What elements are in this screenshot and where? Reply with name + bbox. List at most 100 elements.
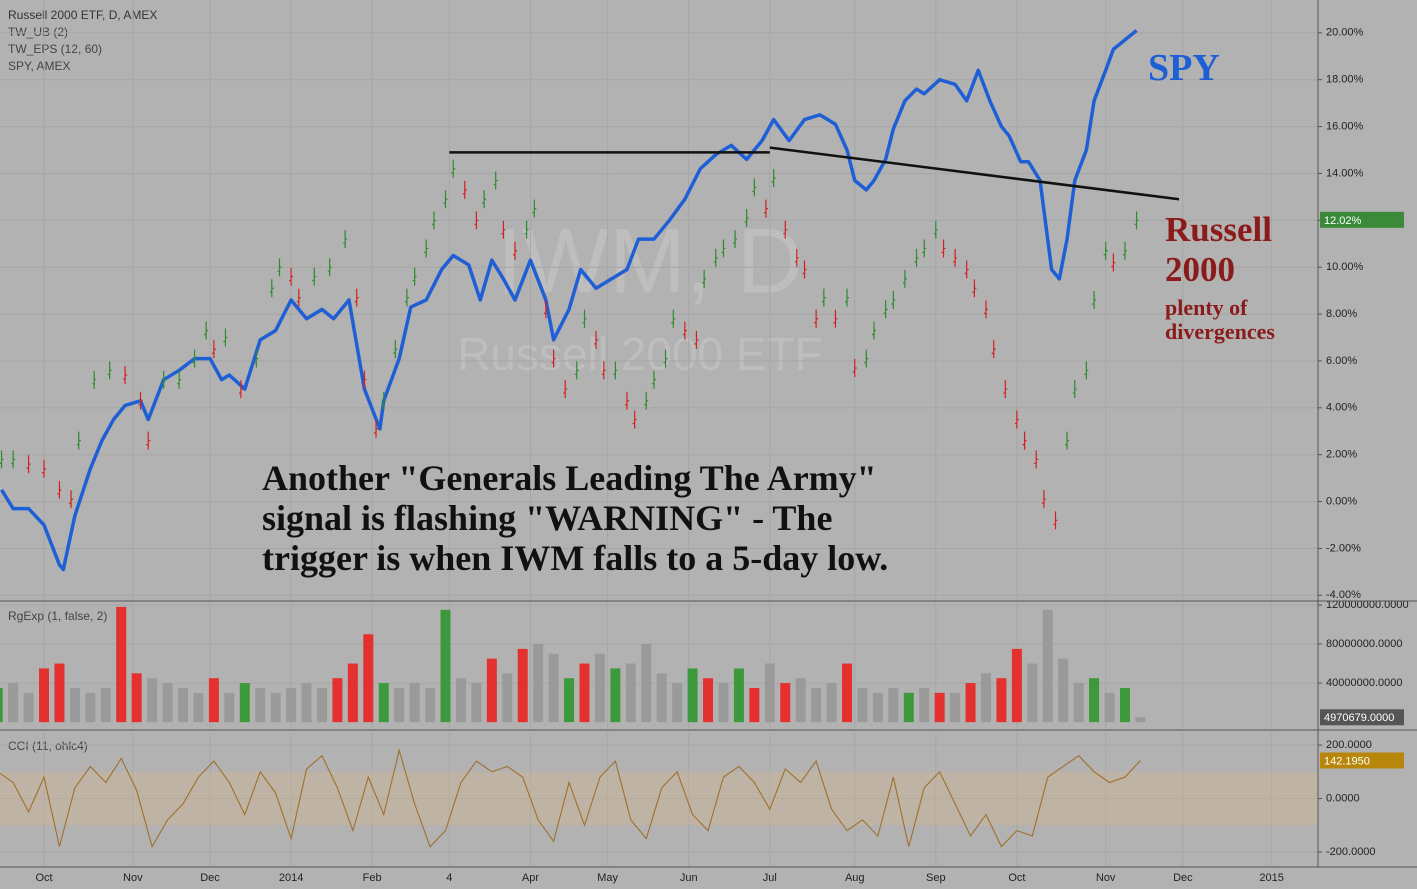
ohlc-bar <box>374 419 379 438</box>
volume-bar <box>378 683 389 723</box>
ohlc-bar <box>1122 241 1127 260</box>
indicator-label: SPY, AMEX <box>8 59 70 73</box>
x-tick-label: Sep <box>926 872 946 884</box>
y-tick-label: 80000000.0000 <box>1326 638 1402 650</box>
ohlc-bar <box>644 391 649 410</box>
ohlc-bar <box>1103 241 1108 260</box>
x-tick-label: 2015 <box>1259 872 1283 884</box>
volume-bar <box>455 678 466 723</box>
ohlc-bar <box>138 391 143 410</box>
volume-bar <box>162 683 173 723</box>
ohlc-bar <box>1134 211 1139 230</box>
ohlc-bar <box>1084 361 1089 380</box>
y-tick-label: 10.00% <box>1326 261 1364 273</box>
volume-bar <box>394 687 405 723</box>
ohlc-bar <box>551 349 556 368</box>
ohlc-bar <box>713 248 718 267</box>
ohlc-bar <box>312 267 317 286</box>
y-tick-label: 4.00% <box>1326 402 1357 414</box>
ohlc-bar <box>69 490 74 509</box>
annotation: plenty of divergences <box>1165 295 1275 344</box>
volume-bar <box>54 663 65 723</box>
ohlc-bar <box>296 288 301 307</box>
last-value-box <box>1320 709 1404 726</box>
ohlc-bar <box>702 269 707 288</box>
volume-bar <box>610 668 621 723</box>
ohlc-bar <box>783 220 788 239</box>
ohlc-bar <box>1014 410 1019 429</box>
volume-bar <box>903 692 914 723</box>
x-tick-label: Feb <box>363 872 382 884</box>
ohlc-bar <box>922 239 927 258</box>
volume-bar <box>996 678 1007 723</box>
ohlc-bar <box>532 199 537 218</box>
ohlc-bar <box>501 220 506 239</box>
x-tick-label: Dec <box>1173 872 1193 884</box>
volume-bar <box>502 673 513 723</box>
volume-bar <box>486 658 497 723</box>
volume-bar <box>780 683 791 723</box>
volume-bar <box>347 663 358 723</box>
series-label: SPY <box>1148 47 1220 89</box>
ohlc-bar <box>953 248 958 267</box>
y-tick-label: 0.0000 <box>1326 792 1360 804</box>
volume-bar <box>564 678 575 723</box>
ohlc-bar <box>763 199 768 218</box>
ohlc-bar <box>624 391 629 410</box>
ohlc-bar <box>933 220 938 239</box>
volume-bar <box>69 687 80 723</box>
trendline <box>769 146 1180 201</box>
ohlc-bar <box>632 410 637 429</box>
ohlc-bar <box>76 431 81 450</box>
y-tick-label: 14.00% <box>1326 167 1364 179</box>
ohlc-bar <box>482 190 487 209</box>
indicator-label: TW_UB (2) <box>8 25 68 39</box>
volume-bar <box>811 687 822 723</box>
ohlc-bar <box>972 279 977 298</box>
volume-bar <box>625 663 636 723</box>
volume-bar <box>857 687 868 723</box>
volume-bar <box>533 644 544 723</box>
volume-bar <box>950 692 961 723</box>
ohlc-bar <box>146 431 151 450</box>
series-label: Russell 2000 <box>1165 210 1272 289</box>
last-value-box <box>1320 752 1404 769</box>
ohlc-bar <box>852 358 857 377</box>
volume-bar <box>208 678 219 723</box>
ohlc-bar <box>744 208 749 227</box>
y-tick-label: -4.00% <box>1326 589 1361 601</box>
volume-bar <box>548 653 559 723</box>
ohlc-bar <box>574 361 579 380</box>
ohlc-bar <box>872 321 877 340</box>
y-tick-label: 2.00% <box>1326 449 1357 461</box>
ohlc-bar <box>177 370 182 389</box>
panel-title: CCI (11, ohlc4) <box>8 739 88 753</box>
ohlc-bar <box>582 309 587 328</box>
volume-bar <box>440 609 451 723</box>
ohlc-bar <box>238 380 243 399</box>
y-tick-label: 20.00% <box>1326 27 1364 39</box>
ohlc-bar <box>1092 291 1097 309</box>
ohlc-bar <box>845 288 850 307</box>
ohlc-bar <box>11 450 16 469</box>
volume-bar <box>177 687 188 723</box>
y-tick-label: 40000000.0000 <box>1326 677 1402 689</box>
last-value-box <box>1320 211 1404 228</box>
ohlc-bar <box>1111 253 1116 272</box>
indicator-label: TW_EPS (12, 60) <box>8 42 102 56</box>
ohlc-bar <box>92 370 97 389</box>
volume-bar <box>193 692 204 723</box>
volume-bar <box>1058 658 1069 723</box>
volume-bar <box>1104 692 1115 723</box>
x-tick-label: Apr <box>522 872 539 884</box>
volume-bar <box>842 663 853 723</box>
ohlc-bar <box>1003 380 1008 399</box>
volume-bar <box>594 653 605 723</box>
volume-bar <box>255 687 266 723</box>
ohlc-bar <box>814 309 819 328</box>
volume-bar <box>332 678 343 723</box>
note: Another "Generals Leading The Army" sign… <box>262 458 888 578</box>
volume-bar <box>1073 683 1084 723</box>
volume-bar <box>579 663 590 723</box>
